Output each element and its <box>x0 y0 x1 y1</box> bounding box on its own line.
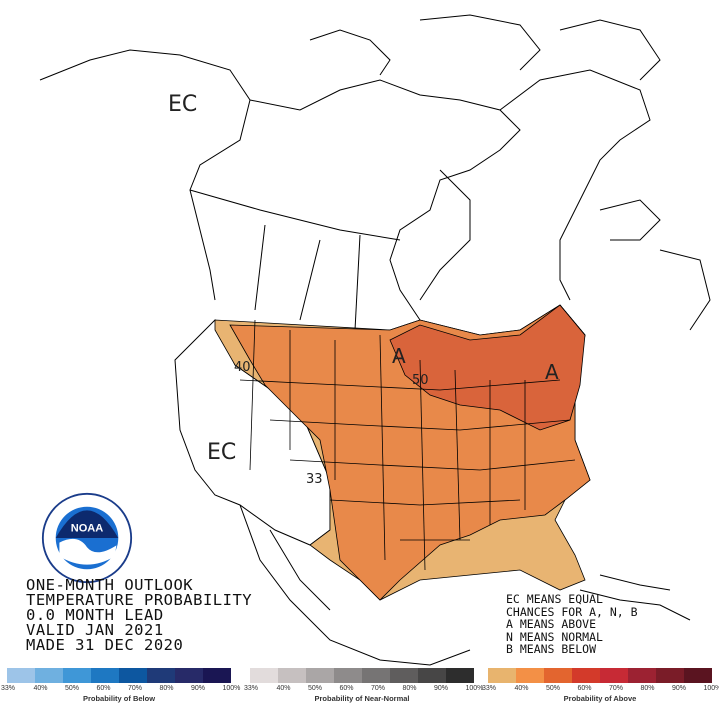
scale-below-ticks: 33% 40% 50% 60% 70% 80% 90% 100% <box>1 683 240 694</box>
scale-normal-swatch-0 <box>250 668 278 683</box>
scale-normal-caption: Probability of Near-Normal <box>314 694 410 703</box>
scale-normal-swatch-1 <box>278 668 306 683</box>
legend-line-5: B MEANS BELOW <box>506 642 597 656</box>
legend-line-1: EC MEANS EQUAL <box>506 592 603 606</box>
scale-above-swatch-0 <box>488 668 516 683</box>
scale-above-tick-2: 50% <box>546 685 561 692</box>
scale-normal-ticks: 33% 40% 50% 60% 70% 80% 90% 100% <box>244 683 483 694</box>
scale-normal: 33% 40% 50% 60% 70% 80% 90% 100% Probability of… <box>244 668 483 707</box>
scale-below-swatch-2 <box>63 668 91 683</box>
scale-above-tick-0: 33% <box>482 685 497 692</box>
scale-above-swatch-3 <box>572 668 600 683</box>
scale-normal-tick-3: 60% <box>339 685 354 692</box>
scale-normal-swatch-6 <box>418 668 446 683</box>
scale-below: 33% 40% 50% 60% 70% 80% 90% 100% Probability of… <box>1 668 240 707</box>
legend-line-4: N MEANS NORMAL <box>506 629 603 644</box>
scale-above-swatch-1 <box>516 668 544 683</box>
scale-normal-tick-5: 80% <box>402 685 417 692</box>
scale-normal-swatch-4 <box>362 668 390 683</box>
scale-above: 33% 40% 50% 60% 70% 80% 90% 100% Probability of… <box>482 668 719 707</box>
title-line-1: ONE-MONTH OUTLOOK <box>26 576 194 594</box>
contour-label-40: 40 <box>234 360 251 375</box>
scale-above-swatch-7 <box>684 668 712 683</box>
scale-below-swatch-3 <box>91 668 119 683</box>
scale-above-swatches <box>488 668 712 683</box>
noaa-logo-text: NOAA <box>71 523 104 535</box>
legend-line-2: CHANCES FOR A, N, B <box>506 604 638 619</box>
scale-normal-swatch-7 <box>446 668 474 683</box>
scale-below-tick-1: 40% <box>33 685 48 692</box>
scale-normal-tick-1: 40% <box>276 685 291 692</box>
scale-below-swatch-0 <box>7 668 35 683</box>
ec-label-southwest: EC <box>207 440 237 465</box>
ec-label-north: EC <box>168 92 198 117</box>
scale-below-tick-6: 90% <box>191 685 206 692</box>
scale-below-swatch-5 <box>147 668 175 683</box>
scale-below-tick-5: 80% <box>159 685 174 692</box>
scale-below-tick-2: 50% <box>65 685 80 692</box>
scale-above-swatch-5 <box>628 668 656 683</box>
state-lines <box>239 304 586 571</box>
scale-below-swatch-4 <box>119 668 147 683</box>
scale-above-swatch-2 <box>544 668 572 683</box>
title-line-3: 0.0 MONTH LEAD <box>26 606 164 624</box>
scale-above-tick-6: 90% <box>672 685 687 692</box>
scale-below-tick-3: 60% <box>96 685 111 692</box>
scale-below-swatch-1 <box>35 668 63 683</box>
legend-text: EC MEANS EQUAL CHANCES FOR A, N, B A MEA… <box>506 593 638 656</box>
scale-above-tick-7: 100% <box>703 685 719 692</box>
scale-above-tick-1: 40% <box>514 685 529 692</box>
above-50-region <box>389 304 586 431</box>
contour-label-50: 50 <box>412 373 429 388</box>
scale-normal-tick-0: 33% <box>244 685 259 692</box>
title-line-2: TEMPERATURE PROBABILITY <box>26 591 253 609</box>
scale-below-swatch-7 <box>203 668 231 683</box>
scale-normal-swatch-5 <box>390 668 418 683</box>
above-label-northeast: A <box>545 360 559 384</box>
mexico-outline <box>239 504 691 666</box>
scale-normal-tick-2: 50% <box>308 685 323 692</box>
scale-normal-swatch-3 <box>334 668 362 683</box>
title-line-4: VALID JAN 2021 <box>26 621 164 639</box>
scale-normal-tick-7: 100% <box>465 685 484 692</box>
scale-above-tick-4: 70% <box>609 685 624 692</box>
title-block: ONE-MONTH OUTLOOK TEMPERATURE PROBABILIT… <box>26 576 253 654</box>
legend-line-3: A MEANS ABOVE <box>506 617 597 631</box>
scale-normal-swatches <box>250 668 474 683</box>
scale-normal-tick-6: 90% <box>434 685 449 692</box>
scale-below-swatch-6 <box>175 668 203 683</box>
scale-normal-tick-4: 70% <box>371 685 386 692</box>
scale-below-tick-4: 70% <box>128 685 143 692</box>
scale-above-swatch-4 <box>600 668 628 683</box>
scale-above-tick-3: 60% <box>577 685 592 692</box>
scale-below-tick-7: 100% <box>222 685 241 692</box>
scale-below-swatches <box>7 668 231 683</box>
contour-label-33: 33 <box>306 472 323 487</box>
canada-outline <box>39 14 711 331</box>
scale-below-tick-0: 33% <box>1 685 16 692</box>
scale-above-caption: Probability of Above <box>563 694 637 703</box>
noaa-logo: NOAA <box>41 492 133 584</box>
scale-below-caption: Probability of Below <box>82 694 156 703</box>
title-line-5: MADE 31 DEC 2020 <box>26 636 184 654</box>
above-label-greatlakes: A <box>392 344 406 368</box>
scale-above-swatch-6 <box>656 668 684 683</box>
scale-above-tick-5: 80% <box>640 685 655 692</box>
scale-above-ticks: 33% 40% 50% 60% 70% 80% 90% 100% <box>482 683 719 694</box>
scale-normal-swatch-2 <box>306 668 334 683</box>
